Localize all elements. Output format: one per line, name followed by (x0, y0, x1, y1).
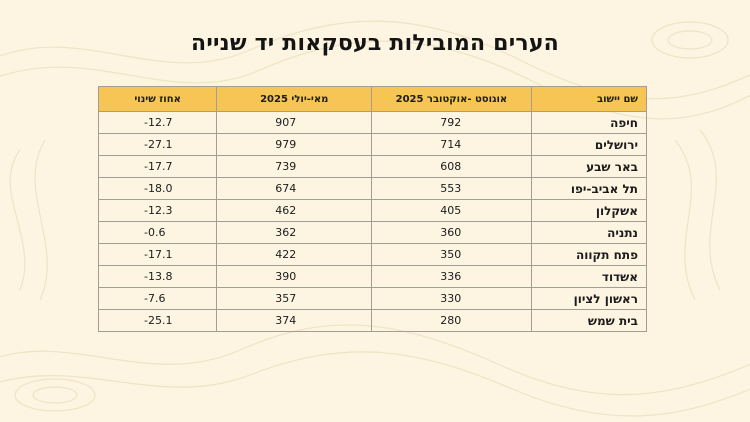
table-header-row: שם יישוב אוגוסט -אוקטובר 2025 מאי-יולי 2… (97, 86, 648, 112)
table-row: אשדוד 336 390 -13.8 (97, 265, 648, 288)
city-cell: בית שמש (530, 309, 648, 332)
may-jul-cell: 462 (216, 199, 373, 222)
column-header-aug-oct: אוגוסט -אוקטובר 2025 (371, 86, 532, 112)
city-cell: תל אביב-יפו (530, 177, 648, 200)
column-header-city: שם יישוב (530, 86, 648, 112)
aug-oct-cell: 714 (371, 133, 532, 156)
change-cell: -25.1 (97, 309, 218, 332)
may-jul-cell: 362 (216, 221, 373, 244)
table-row: ראשון לציון 330 357 -7.6 (97, 287, 648, 310)
city-cell: באר שבע (530, 155, 648, 178)
table-row: אשקלון 405 462 -12.3 (97, 199, 648, 222)
table-row: חיפה 792 907 -12.7 (97, 111, 648, 134)
transactions-table: שם יישוב אוגוסט -אוקטובר 2025 מאי-יולי 2… (97, 86, 648, 332)
aug-oct-cell: 350 (371, 243, 532, 266)
change-cell: -0.6 (97, 221, 218, 244)
may-jul-cell: 357 (216, 287, 373, 310)
table-row: נתניה 360 362 -0.6 (97, 221, 648, 244)
table-row: בית שמש 280 374 -25.1 (97, 309, 648, 332)
change-cell: -7.6 (97, 287, 218, 310)
may-jul-cell: 374 (216, 309, 373, 332)
change-cell: -12.3 (97, 199, 218, 222)
aug-oct-cell: 608 (371, 155, 532, 178)
aug-oct-cell: 360 (371, 221, 532, 244)
aug-oct-cell: 405 (371, 199, 532, 222)
city-cell: חיפה (530, 111, 648, 134)
change-cell: -12.7 (97, 111, 218, 134)
aug-oct-cell: 330 (371, 287, 532, 310)
city-cell: אשקלון (530, 199, 648, 222)
change-cell: -17.1 (97, 243, 218, 266)
city-cell: נתניה (530, 221, 648, 244)
aug-oct-cell: 792 (371, 111, 532, 134)
may-jul-cell: 979 (216, 133, 373, 156)
aug-oct-cell: 553 (371, 177, 532, 200)
aug-oct-cell: 280 (371, 309, 532, 332)
change-cell: -18.0 (97, 177, 218, 200)
page-title: הערים המובילות בעסקאות יד שנייה (191, 31, 559, 56)
change-cell: -13.8 (97, 265, 218, 288)
aug-oct-cell: 336 (371, 265, 532, 288)
city-cell: פתח תקווה (530, 243, 648, 266)
column-header-may-jul: מאי-יולי 2025 (216, 86, 373, 112)
city-cell: ירושלים (530, 133, 648, 156)
city-cell: ראשון לציון (530, 287, 648, 310)
city-cell: אשדוד (530, 265, 648, 288)
table-row: פתח תקווה 350 422 -17.1 (97, 243, 648, 266)
change-cell: -27.1 (97, 133, 218, 156)
may-jul-cell: 422 (216, 243, 373, 266)
may-jul-cell: 674 (216, 177, 373, 200)
may-jul-cell: 739 (216, 155, 373, 178)
may-jul-cell: 390 (216, 265, 373, 288)
table-row: תל אביב-יפו 553 674 -18.0 (97, 177, 648, 200)
table-row: באר שבע 608 739 -17.7 (97, 155, 648, 178)
table-row: ירושלים 714 979 -27.1 (97, 133, 648, 156)
may-jul-cell: 907 (216, 111, 373, 134)
column-header-change: אחוז שינוי (97, 86, 218, 112)
change-cell: -17.7 (97, 155, 218, 178)
